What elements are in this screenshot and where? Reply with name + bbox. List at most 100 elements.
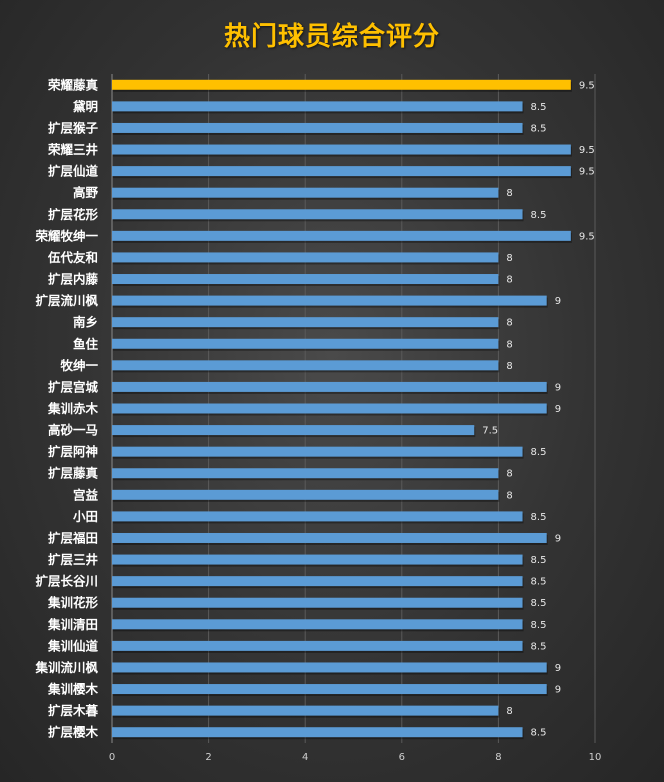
value-label: 7.5 xyxy=(482,426,498,437)
category-label: 高野 xyxy=(73,185,99,200)
category-label: 扩层猴子 xyxy=(48,120,99,135)
value-label: 9.5 xyxy=(579,167,595,178)
value-label: 8 xyxy=(506,706,512,717)
bar-集训流川枫 xyxy=(112,662,547,673)
value-label: 8.5 xyxy=(531,512,547,523)
value-label: 8.5 xyxy=(531,577,547,588)
category-label: 牧绅一 xyxy=(60,358,98,373)
value-label: 9 xyxy=(555,685,561,696)
category-label: 伍代友和 xyxy=(47,250,98,265)
bar-扩层樱木 xyxy=(112,727,523,738)
bar-高野 xyxy=(112,187,499,198)
bar-黛明 xyxy=(112,101,523,112)
value-label: 9 xyxy=(555,382,561,393)
category-label: 集训流川枫 xyxy=(34,660,98,675)
category-label: 扩层长谷川 xyxy=(35,574,98,589)
category-label: 扩层内藤 xyxy=(48,272,99,287)
bar-集训樱木 xyxy=(112,684,547,695)
bar-荣耀三井 xyxy=(112,144,571,155)
category-label: 集训赤木 xyxy=(47,401,99,416)
bar-扩层木暮 xyxy=(112,705,499,716)
value-label: 8 xyxy=(506,469,512,480)
bar-扩层流川枫 xyxy=(112,295,547,306)
category-label: 扩层阿神 xyxy=(48,444,98,459)
bar-扩层猴子 xyxy=(112,122,523,133)
bar-扩层宫城 xyxy=(112,381,547,392)
bar-扩层长谷川 xyxy=(112,576,523,587)
category-label: 鱼住 xyxy=(73,336,99,351)
bar-荣耀牧绅一 xyxy=(112,230,571,241)
chart-title: 热门球员综合评分 xyxy=(223,22,440,52)
value-label: 8 xyxy=(506,188,512,199)
x-tick-label: 4 xyxy=(302,752,308,763)
bar-集训花形 xyxy=(112,597,523,608)
category-label: 集训花形 xyxy=(47,595,99,610)
value-label: 9 xyxy=(555,296,561,307)
bar-牧绅一 xyxy=(112,360,499,371)
value-label: 8.5 xyxy=(531,102,547,113)
bar-扩层福田 xyxy=(112,532,547,543)
category-label: 小田 xyxy=(72,509,98,524)
value-label: 8 xyxy=(506,275,512,286)
value-label: 9.5 xyxy=(579,80,595,91)
x-tick-label: 0 xyxy=(109,752,115,763)
category-label: 扩层花形 xyxy=(48,207,99,222)
x-tick-label: 2 xyxy=(205,752,211,763)
category-label: 扩层宫城 xyxy=(48,379,99,394)
category-label: 扩层三井 xyxy=(48,552,99,567)
value-label: 9.5 xyxy=(579,145,595,156)
category-label: 荣耀牧绅一 xyxy=(34,228,98,243)
category-label: 高砂一马 xyxy=(48,423,98,438)
value-label: 8.5 xyxy=(531,555,547,566)
value-label: 8.5 xyxy=(531,123,547,134)
category-label: 集训仙道 xyxy=(47,638,99,653)
x-tick-label: 10 xyxy=(589,752,602,763)
category-label: 黛明 xyxy=(72,99,98,114)
category-label: 扩层福田 xyxy=(48,530,98,545)
value-label: 9 xyxy=(555,404,561,415)
value-label: 8 xyxy=(506,339,512,350)
bar-扩层藤真 xyxy=(112,468,499,479)
bar-扩层阿神 xyxy=(112,446,523,457)
value-label: 8.5 xyxy=(531,641,547,652)
x-tick-label: 8 xyxy=(495,752,501,763)
bar-扩层花形 xyxy=(112,209,523,220)
bar-扩层内藤 xyxy=(112,274,499,285)
bar-荣耀藤真 xyxy=(112,79,571,90)
value-label: 8.5 xyxy=(531,620,547,631)
category-label: 扩层樱木 xyxy=(48,725,99,740)
bar-鱼住 xyxy=(112,338,499,349)
category-label: 集训清田 xyxy=(47,617,98,632)
bar-小田 xyxy=(112,511,523,522)
category-label: 扩层藤真 xyxy=(48,466,99,481)
value-label: 8.5 xyxy=(531,447,547,458)
bar-扩层三井 xyxy=(112,554,523,565)
value-label: 8.5 xyxy=(531,210,547,221)
x-tick-label: 6 xyxy=(399,752,405,763)
value-label: 9 xyxy=(555,663,561,674)
value-label: 8 xyxy=(506,253,512,264)
bar-扩层仙道 xyxy=(112,166,571,177)
value-label: 8 xyxy=(506,490,512,501)
bar-集训清田 xyxy=(112,619,523,630)
value-label: 9.5 xyxy=(579,231,595,242)
value-label: 8.5 xyxy=(531,598,547,609)
category-label: 扩层仙道 xyxy=(48,164,99,179)
category-label: 集训樱木 xyxy=(47,682,99,697)
category-label: 宫益 xyxy=(73,487,99,502)
category-label: 扩层流川枫 xyxy=(35,293,98,308)
bar-高砂一马 xyxy=(112,425,475,436)
category-label: 荣耀藤真 xyxy=(47,77,99,92)
bar-集训仙道 xyxy=(112,640,523,651)
bar-宫益 xyxy=(112,489,499,500)
category-label: 南乡 xyxy=(73,315,98,330)
value-label: 8 xyxy=(506,361,512,372)
bar-集训赤木 xyxy=(112,403,547,414)
value-label: 9 xyxy=(555,533,561,544)
value-label: 8.5 xyxy=(531,728,547,739)
bar-南乡 xyxy=(112,317,499,328)
category-label: 扩层木暮 xyxy=(48,703,99,718)
category-label: 荣耀三井 xyxy=(47,142,99,157)
